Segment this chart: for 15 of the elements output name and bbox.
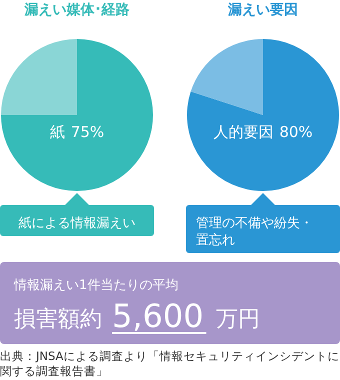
- source-note: 出典：JNSAによる調査より「情報セキュリティインシデントに関する調査報告書」: [0, 349, 340, 378]
- text: 紙による情報漏えい: [18, 216, 136, 231]
- chart-title: 漏えい媒体･経路: [24, 2, 130, 18]
- text: 万円: [216, 307, 260, 332]
- chart-title: 漏えい要因: [227, 2, 298, 18]
- text: 情報漏えい1件当たりの平均: [13, 278, 178, 293]
- data-label: 80%: [279, 123, 313, 141]
- data-label: 75%: [70, 123, 104, 141]
- slice-label: 紙: [50, 123, 65, 141]
- pie-slice: [190, 39, 263, 115]
- text: 5,600: [112, 297, 204, 335]
- slice-label: 人的要因: [213, 123, 274, 141]
- pie-slice: [187, 39, 339, 191]
- text: 損害額約: [14, 307, 102, 332]
- text: 管理の不備や紛失・置忘れ: [196, 216, 313, 248]
